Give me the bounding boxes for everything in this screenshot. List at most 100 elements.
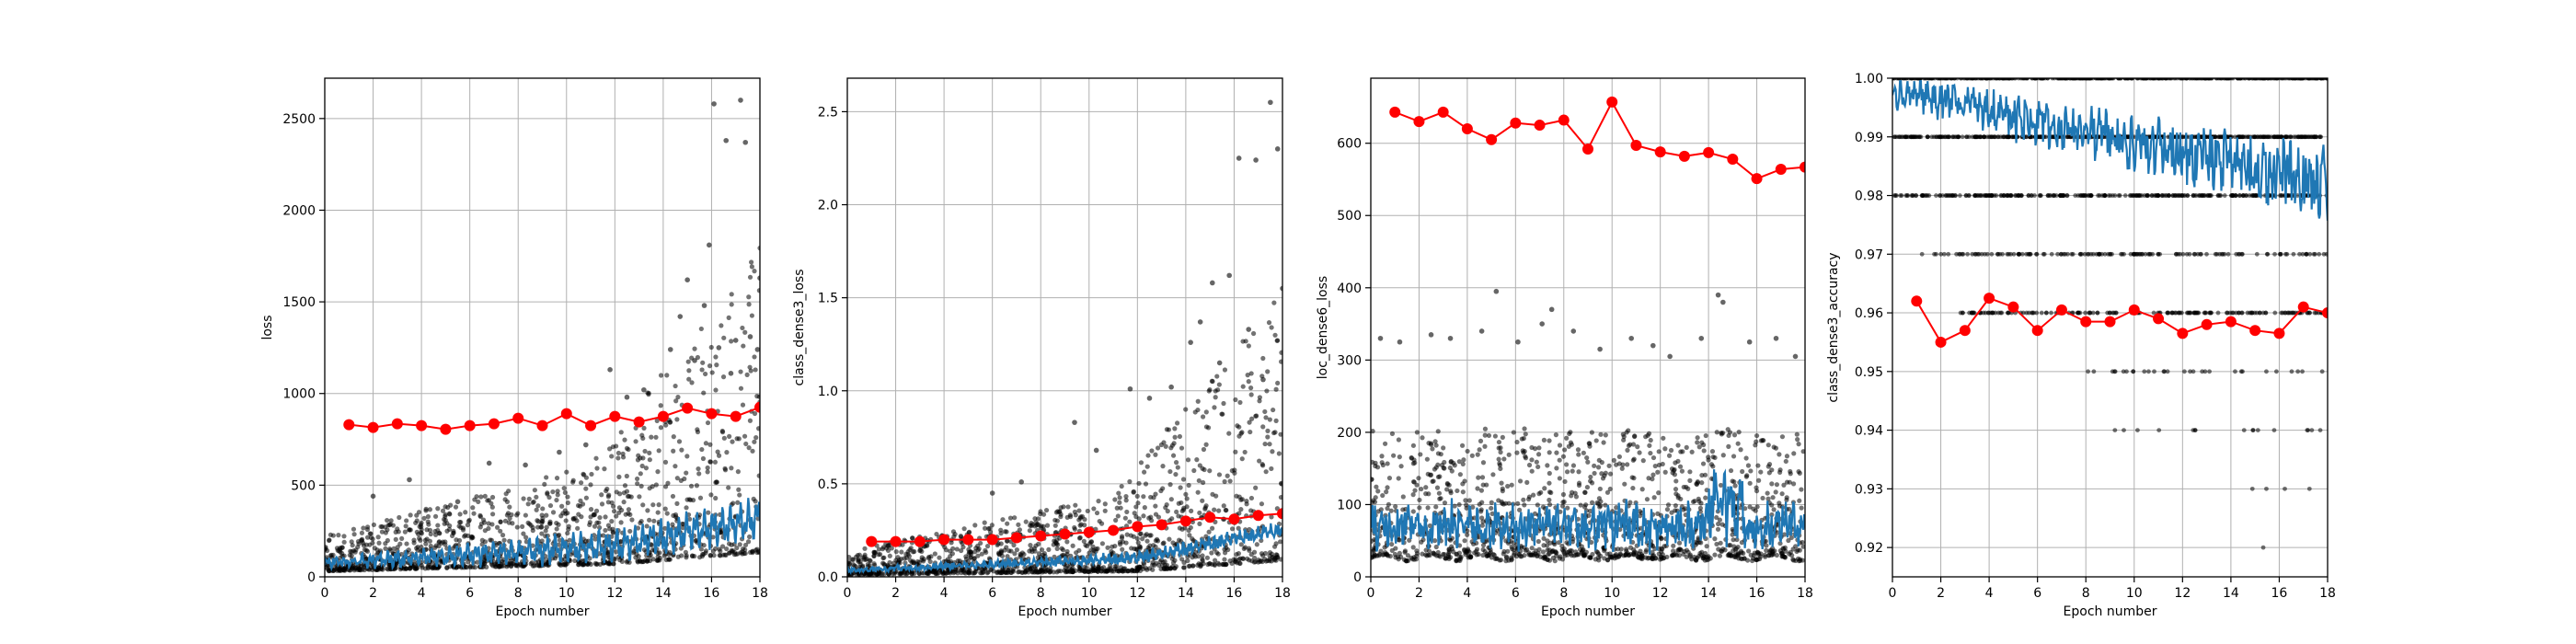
sample-point [876,570,882,576]
sample-point [1222,546,1227,552]
sample-point [587,520,592,525]
sample-point [1424,456,1430,462]
sample-point [1779,434,1786,440]
sample-point [663,422,669,428]
sample-point [1052,523,1058,528]
sample-point [1454,558,1459,564]
sample-point [1425,505,1431,511]
sample-point [1747,504,1753,510]
sample-point [1531,492,1536,498]
outlier-point-11 [1226,272,1232,279]
sample-point [556,522,561,527]
sample-point [1797,498,1802,503]
sample-point [729,339,734,344]
sample-point [1127,519,1133,524]
sample-point [1141,559,1146,566]
sample-point [1461,457,1466,463]
sample-point [1236,525,1241,531]
sample-point [1588,508,1593,514]
epoch-mean-marker-13 [1156,519,1167,531]
outlier-point-17 [1274,146,1281,152]
sample-point [1716,521,1721,527]
sample-point [987,529,994,535]
sample-point [454,537,459,543]
sample-point [1035,555,1041,560]
sample-point [554,553,559,558]
sample-point [1625,447,1630,453]
sample-point [539,531,545,536]
y-axis-label: loc_dense6_loss [1316,276,1330,379]
sample-point [1135,540,1141,546]
sample-point [1506,452,1512,457]
sample-point [1500,486,1505,491]
sample-point [646,392,651,397]
sample-point [1202,466,1207,473]
sample-point [693,538,698,544]
sample-point [422,566,428,571]
sample-point [972,556,977,561]
sample-point [1581,546,1586,553]
x-tick-label-18: 18 [752,586,768,601]
sample-point [1260,424,1266,430]
sample-point [1206,529,1212,535]
sample-point [387,522,394,527]
outlier-point-2 [1428,332,1434,338]
sample-point [1423,485,1429,490]
sample-point [485,498,490,503]
x-tick-label-8: 8 [1037,586,1045,601]
sample-point [413,520,419,525]
sample-point [427,527,433,533]
sample-point [1273,541,1279,546]
sample-point [1550,555,1557,561]
sample-point [1478,488,1485,493]
sample-point [545,491,550,497]
sample-point [1562,447,1568,453]
x-tick-label-14: 14 [655,586,672,601]
sample-point [644,523,650,529]
sample-point [365,524,371,530]
sample-point [1187,533,1192,538]
sample-point [458,524,464,530]
sample-point [607,526,613,532]
outlier-point-7 [1539,321,1545,327]
sample-point [1650,477,1655,482]
sample-point [1501,456,1507,462]
sample-point [640,502,646,508]
sample-point [622,437,627,443]
sample-point [1384,489,1389,495]
sample-point [880,546,885,552]
sample-point [670,493,676,500]
sample-point [1650,472,1656,477]
epoch-mean-marker-17 [1775,163,1787,175]
sample-point [1442,500,1448,506]
sample-point [1601,440,1606,445]
sample-point [1212,558,1218,563]
sample-point [575,525,581,531]
sample-point [1702,550,1708,557]
sample-point [717,552,722,558]
sample-point [1588,555,1593,560]
sample-point [705,420,711,426]
sample-point [1379,454,1385,459]
epoch-mean-marker-6 [1510,117,1522,129]
sample-point [1771,444,1777,450]
sample-point [1448,458,1454,465]
sample-point [557,537,563,543]
sample-point [1116,490,1121,496]
outlier-point-8 [624,394,630,400]
sample-point [1248,371,1254,376]
sample-point [701,390,707,396]
sample-point [1584,454,1590,461]
sample-point [1726,432,1731,439]
sample-point [1201,479,1206,486]
sample-point [626,446,631,453]
sample-point [1091,547,1097,553]
sample-point [1194,456,1200,463]
sample-point [675,395,681,400]
sample-point [1253,559,1259,565]
sample-point [736,487,742,492]
sample-point [1132,511,1137,516]
sample-point [543,528,548,534]
epoch-mean-marker-17 [1252,510,1264,522]
sample-point [1547,470,1552,477]
